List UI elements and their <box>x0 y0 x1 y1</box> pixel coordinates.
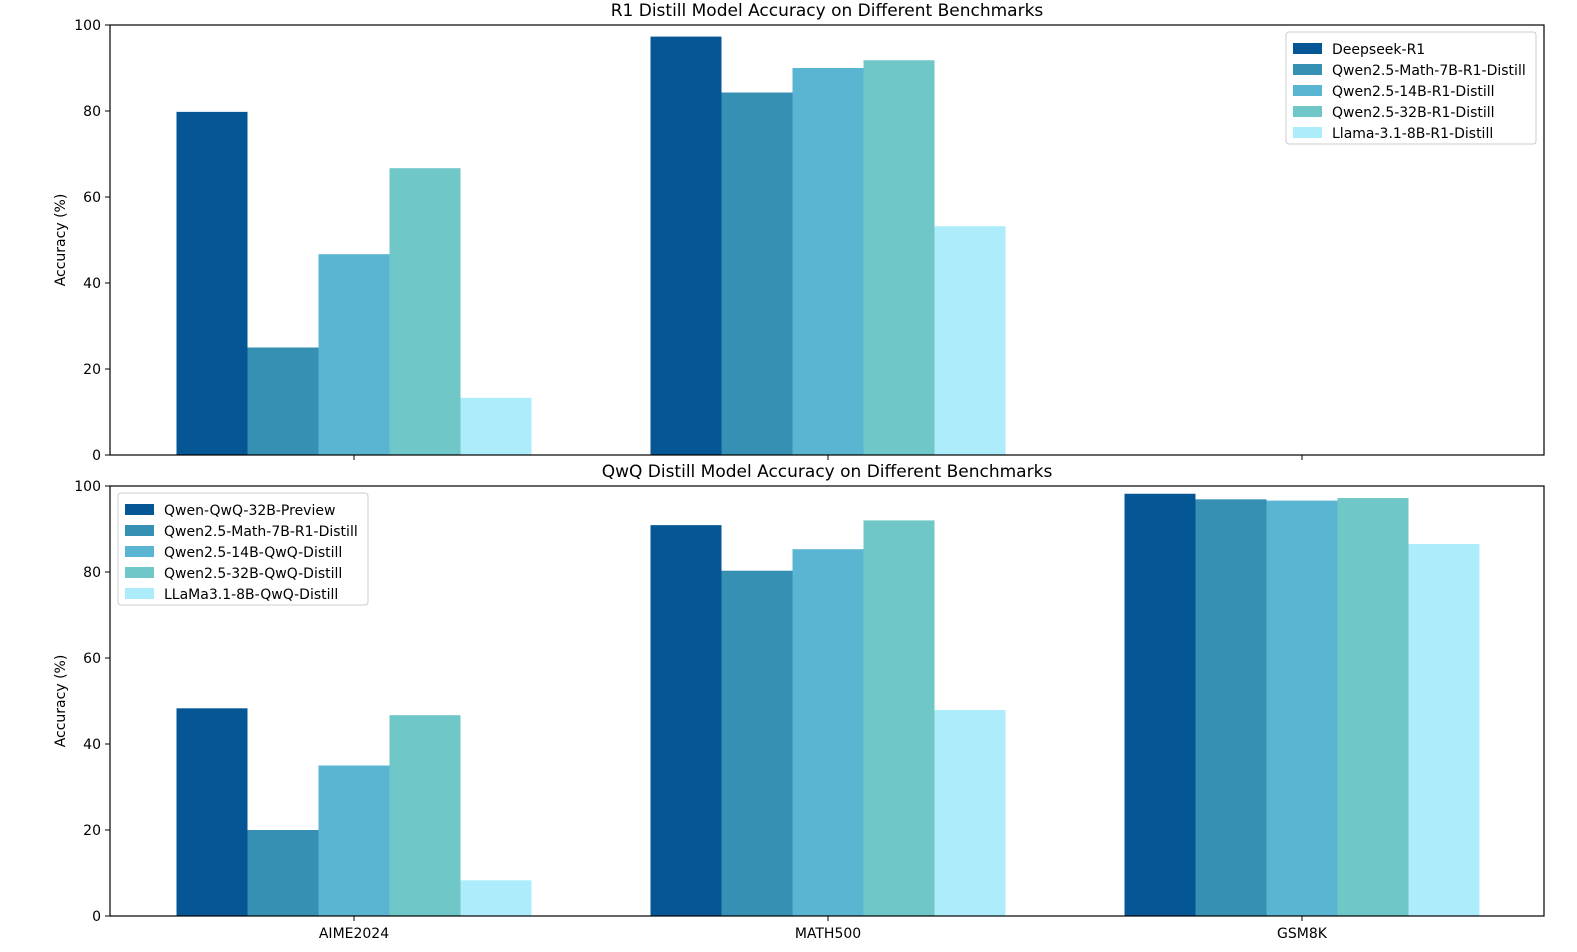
bar-group <box>176 36 1006 456</box>
bar-aime2024-2 <box>247 830 319 916</box>
bar-group <box>176 493 1480 916</box>
bar-aime2024-5 <box>460 880 532 916</box>
legend-swatch <box>125 504 154 515</box>
legend-swatch <box>125 588 154 599</box>
legend-swatch <box>125 546 154 557</box>
bar-aime2024-3 <box>318 254 390 455</box>
legend-label: LLaMa3.1-8B-QwQ-Distill <box>164 587 338 603</box>
y-tick-label: 40 <box>83 276 101 292</box>
legend-label: Qwen2.5-Math-7B-R1-Distill <box>164 524 358 540</box>
bar-aime2024-2 <box>247 347 319 455</box>
legend: Qwen-QwQ-32B-Preview Qwen2.5-Math-7B-R1-D… <box>117 492 369 606</box>
y-tick-label: 0 <box>92 909 101 925</box>
legend: Deepseek-R1 Qwen2.5-Math-7B-R1-Distill Qwe… <box>1285 31 1537 145</box>
y-tick-label: 0 <box>92 448 101 464</box>
bar-math500-1 <box>650 36 722 456</box>
legend-label: Qwen2.5-32B-R1-Distill <box>1332 105 1495 121</box>
bar-aime2024-4 <box>389 715 461 916</box>
y-tick-label: 40 <box>83 737 101 753</box>
plot-frame <box>109 485 1545 917</box>
legend-swatch <box>1293 127 1322 138</box>
legend-swatch <box>1293 43 1322 54</box>
bar-gsm8k-5 <box>1408 544 1480 916</box>
bar-math500-2 <box>721 570 793 916</box>
y-tick-label: 20 <box>83 362 101 378</box>
y-axis-label: Accuracy (%) <box>53 194 69 287</box>
legend-label: Qwen2.5-Math-7B-R1-Distill <box>1332 63 1526 79</box>
chart-title: QwQ Distill Model Accuracy on Different … <box>602 462 1053 482</box>
legend-label: Deepseek-R1 <box>1332 42 1425 58</box>
bar-math500-5 <box>934 710 1006 916</box>
chart-panel-1: R1 Distill Model Accuracy on Different B… <box>53 1 1545 464</box>
bar-aime2024-1 <box>176 708 248 916</box>
legend-swatch <box>1293 106 1322 117</box>
bar-gsm8k-3 <box>1266 500 1338 916</box>
legend-label: Qwen2.5-14B-QwQ-Distill <box>164 545 342 561</box>
y-tick-label: 60 <box>83 651 101 667</box>
x-tick-label: GSM8K <box>1277 926 1328 942</box>
legend-box <box>1285 31 1537 145</box>
bar-math500-3 <box>792 549 864 916</box>
legend-label: Llama-3.1-8B-R1-Distill <box>1332 126 1493 142</box>
bar-aime2024-5 <box>460 397 532 455</box>
bar-math500-3 <box>792 68 864 455</box>
y-tick-label: 20 <box>83 823 101 839</box>
y-tick-label: 100 <box>74 18 101 34</box>
legend-swatch <box>125 525 154 536</box>
bar-math500-1 <box>650 525 722 916</box>
bar-gsm8k-2 <box>1195 499 1267 916</box>
bar-aime2024-1 <box>176 111 248 456</box>
bar-aime2024-3 <box>318 765 390 916</box>
y-tick-label: 80 <box>83 104 101 120</box>
legend-label: Qwen-QwQ-32B-Preview <box>164 503 335 519</box>
bar-aime2024-4 <box>389 168 461 455</box>
legend-label: Qwen2.5-14B-R1-Distill <box>1332 84 1495 100</box>
legend-swatch <box>125 567 154 578</box>
plot-frame <box>109 24 1545 456</box>
x-tick-label: AIME2024 <box>319 926 389 942</box>
chart-title: R1 Distill Model Accuracy on Different B… <box>611 1 1044 21</box>
bar-math500-5 <box>934 226 1006 455</box>
legend-label: Qwen2.5-32B-QwQ-Distill <box>164 566 342 582</box>
bar-math500-4 <box>863 60 935 455</box>
y-axis-label: Accuracy (%) <box>53 655 69 748</box>
legend-box <box>117 492 369 606</box>
y-tick-label: 80 <box>83 565 101 581</box>
bar-gsm8k-4 <box>1337 498 1409 916</box>
x-tick-label: MATH500 <box>795 926 861 942</box>
bar-math500-2 <box>721 92 793 455</box>
bar-gsm8k-1 <box>1124 493 1196 916</box>
y-tick-label: 100 <box>74 479 101 495</box>
legend-swatch <box>1293 64 1322 75</box>
y-tick-label: 60 <box>83 190 101 206</box>
bar-math500-4 <box>863 520 935 916</box>
chart-panel-2: QwQ Distill Model Accuracy on Different … <box>53 462 1545 942</box>
legend-swatch <box>1293 85 1322 96</box>
